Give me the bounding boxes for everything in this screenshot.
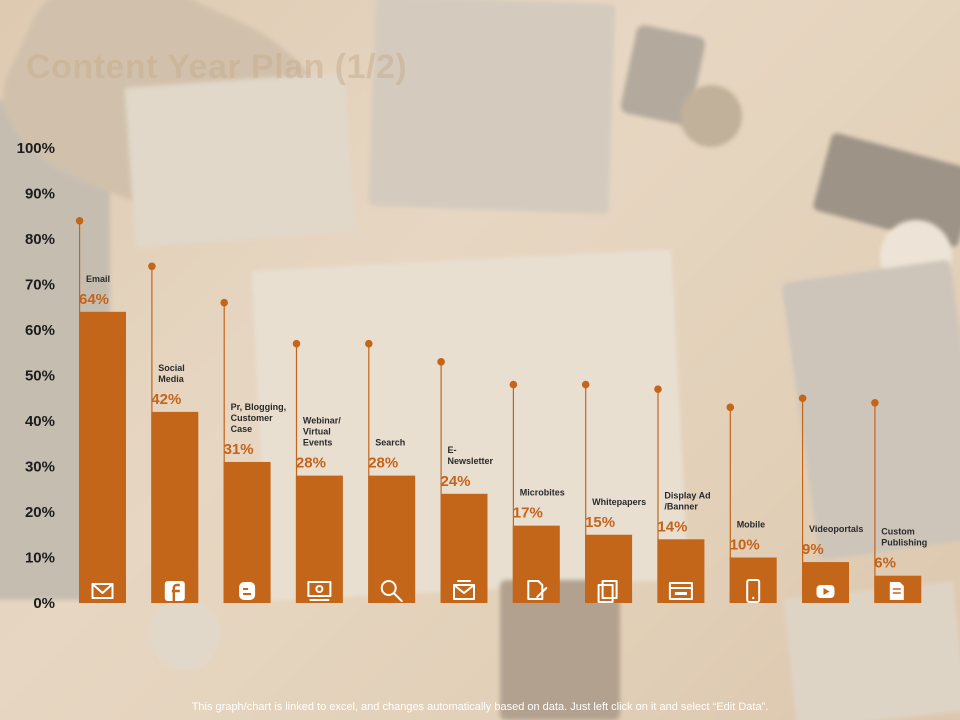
value-label: 15% [585,514,615,531]
marker-dot [654,385,662,393]
bar-5[interactable] [368,475,416,603]
marker-dot [292,339,301,348]
bars [79,311,922,603]
marker-dot [871,399,879,407]
newsletter-icon [453,580,475,600]
marker-dot [75,217,84,225]
category-labels: Email Social Media Pr, Blogging, Customer Cas… [86,274,927,548]
marker-dot [365,339,373,348]
category-label: Pr, Blogging, Customer Case [231,402,287,434]
y-tick-label: 60% [25,322,55,339]
y-axis: 0% 10% 20% 30% 40% 50% 60% 70% 80% 90% 100% [17,140,55,612]
value-label: 28% [296,455,326,472]
banner-icon [668,582,693,600]
value-label: 6% [874,555,896,572]
category-label: Whitepapers [592,497,646,507]
video-icon [816,585,835,598]
y-tick-label: 40% [25,413,55,430]
y-tick-label: 100% [17,140,55,157]
bar-7[interactable] [512,525,560,603]
marker-dot [220,298,228,307]
marker-dot [581,380,590,389]
mail-icon [91,583,114,599]
marker-dot [798,394,807,403]
bar-8[interactable] [585,534,633,603]
bar-3[interactable] [223,461,271,603]
publishing-icon [889,582,904,600]
value-label: 17% [513,505,543,522]
bar-1[interactable] [79,311,126,603]
y-tick-label: 70% [25,277,55,294]
value-label: 10% [730,537,760,554]
value-label: 24% [441,473,471,490]
value-label: 64% [79,291,109,308]
y-tick-label: 20% [25,504,55,521]
facebook-icon [164,581,185,601]
bar-6[interactable] [440,493,488,603]
category-label: E-Newsletter [448,445,494,466]
category-label: Social Media [158,363,185,384]
blogger-icon [239,582,256,600]
page-title: Content Year Plan (1/2) [26,48,408,86]
edit-document-icon [527,580,548,600]
value-label: 31% [224,441,254,458]
footnote: This graph/chart is linked to excel, and… [191,701,769,713]
marker-dot [437,358,445,366]
value-label: 14% [657,518,687,535]
value-label: 9% [802,541,824,558]
y-tick-label: 0% [33,595,55,612]
mobile-icon [746,579,761,603]
category-label: Email [86,274,110,284]
y-tick-label: 90% [25,186,55,203]
category-label: Custom Publishing [881,527,927,548]
category-label: Search [375,438,405,448]
category-label: Mobile [737,520,766,530]
value-labels: 64% 42% 31% 28% 28% 24% 17% 15% 14% 10% 9% 6% [79,291,896,572]
marker-dot [726,403,735,412]
webinar-icon [307,581,332,601]
marker-dot [509,380,518,389]
value-label: 42% [151,391,181,408]
bar-2[interactable] [151,411,199,603]
search-icon [380,580,403,602]
documents-icon [597,580,618,603]
y-tick-label: 10% [25,550,55,567]
y-tick-label: 50% [25,368,55,385]
bar-icons [91,579,904,603]
bar-4[interactable] [295,475,343,603]
value-label: 28% [368,455,398,472]
category-label: Webinar/Virtual Events [303,416,341,448]
category-label: Videoportals [809,524,863,534]
category-label: Microbites [520,488,565,498]
category-label: Display Ad/Banner [664,490,710,511]
y-tick-label: 80% [25,231,55,248]
marker-dot [148,262,156,271]
y-tick-label: 30% [25,459,55,476]
